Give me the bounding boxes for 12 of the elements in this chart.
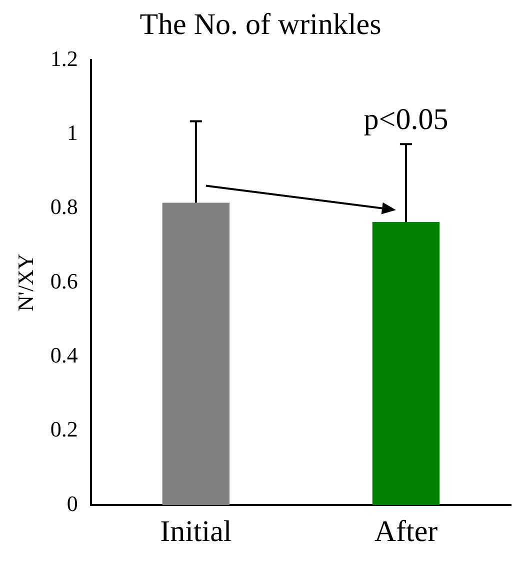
annotation: p<0.05 (364, 103, 448, 136)
y-tick-label: 1.2 (50, 46, 78, 71)
y-tick-label: 0 (66, 490, 78, 516)
x-tick-label: Initial (160, 514, 232, 548)
chart-title: The No. of wrinkles (140, 8, 382, 41)
y-tick-label: 0.4 (50, 342, 78, 368)
y-tick-label: 0.2 (50, 416, 78, 442)
y-axis-title: N'/XY (12, 254, 38, 312)
x-tick-label: After (374, 514, 438, 548)
y-tick-label: 0.8 (50, 194, 78, 220)
y-tick-label: 1 (66, 120, 78, 145)
y-tick-label: 0.6 (50, 268, 78, 294)
